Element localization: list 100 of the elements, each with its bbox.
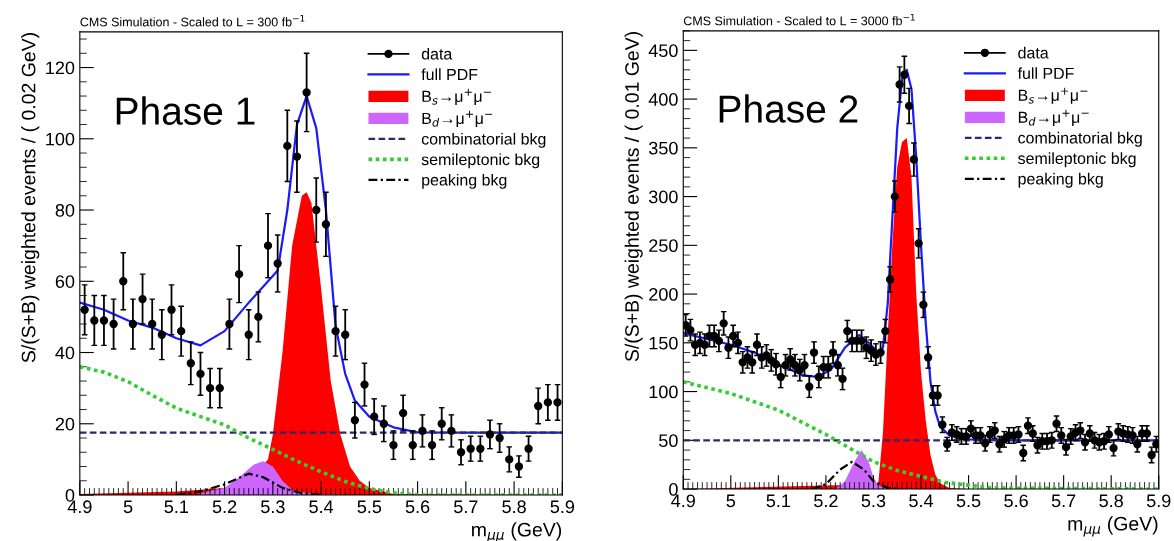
legend-label: data <box>1018 46 1049 59</box>
x-tick-label: 5.7 <box>1051 494 1076 508</box>
x-tick-label: 5.1 <box>164 500 188 514</box>
x-tick-label: 5.2 <box>212 500 237 514</box>
point <box>254 312 263 322</box>
x-tick-label: 5.4 <box>909 494 934 508</box>
x-tick-label: 5.5 <box>357 500 382 514</box>
point <box>360 380 369 389</box>
point <box>119 277 128 286</box>
chart-title: CMS Simulation - Scaled to L = 3000 fb$^{−1}$ <box>683 14 915 26</box>
y-axis-title: S/(S+B) weighted events / ( 0.02 GeV) <box>21 33 40 363</box>
point <box>215 383 224 393</box>
legend-label: full PDF <box>421 68 478 81</box>
y-tick-label: 120 <box>46 61 75 75</box>
y-tick-label: 150 <box>649 336 678 350</box>
point <box>205 383 215 393</box>
legend-label: semileptonic bkg <box>421 153 540 169</box>
y-tick-label: 60 <box>55 275 75 288</box>
point <box>418 426 427 436</box>
point <box>302 88 311 97</box>
y-tick-label: 40 <box>55 346 75 360</box>
point <box>176 326 186 336</box>
x-tick-label: 5.5 <box>956 494 981 508</box>
point <box>167 305 176 314</box>
annotation: Phase 2 <box>719 94 858 123</box>
point <box>408 440 417 450</box>
x-tick-label: 5 <box>123 500 133 514</box>
point <box>263 241 273 250</box>
point <box>273 259 282 268</box>
y-tick-label: 400 <box>648 93 678 106</box>
point <box>196 369 205 379</box>
y-tick-label: 0 <box>669 483 678 496</box>
legend-label: B$_{s}$→μ$^{+}$μ$^{−}$ <box>1018 87 1088 104</box>
x-axis-title: m$_{μμ}$ (GeV) <box>1068 516 1158 537</box>
point <box>514 462 524 471</box>
x-tick-label: 5.9 <box>1146 494 1171 508</box>
point <box>389 440 398 450</box>
legend-label: B$_{d}$→μ$^{+}$μ$^{−}$ <box>1018 109 1089 126</box>
point <box>341 330 350 339</box>
point <box>186 359 195 368</box>
point <box>485 430 495 439</box>
point <box>398 408 408 418</box>
point <box>350 416 360 425</box>
x-tick-label: 5.8 <box>502 500 526 514</box>
point <box>505 455 514 464</box>
x-tick-label: 4.9 <box>67 500 92 514</box>
point <box>369 412 379 421</box>
point <box>524 444 533 453</box>
y-tick-label: 80 <box>55 203 75 217</box>
annotation: Phase 1 <box>116 96 255 125</box>
y-tick-label: 100 <box>46 132 75 146</box>
point <box>90 316 99 325</box>
point <box>331 326 340 336</box>
legend-label: B$_{s}$→μ$^{+}$μ$^{−}$ <box>422 88 491 105</box>
legend-label: peaking bkg <box>1018 172 1103 188</box>
point <box>437 419 446 428</box>
point <box>234 269 244 279</box>
point <box>321 220 331 229</box>
point <box>553 398 562 407</box>
x-tick-label: 5.1 <box>766 494 791 508</box>
x-tick-label: 5.6 <box>405 500 430 514</box>
point <box>109 319 118 329</box>
x-tick-label: 5.9 <box>550 500 575 514</box>
point <box>466 444 475 453</box>
legend-label: data <box>421 47 453 60</box>
point <box>495 433 504 443</box>
x-tick-label: 5.8 <box>1099 494 1123 508</box>
point <box>138 294 147 304</box>
point <box>427 440 437 450</box>
y-tick-label: 0 <box>65 488 75 502</box>
point <box>244 330 253 339</box>
y-tick-label: 20 <box>55 417 75 431</box>
point <box>283 141 292 151</box>
legend-label: semileptonic bkg <box>1018 152 1136 168</box>
point <box>312 205 321 215</box>
x-tick-label: 5.6 <box>1004 494 1028 508</box>
y-tick-label: 50 <box>659 434 678 448</box>
point <box>225 319 234 329</box>
x-tick-label: 5 <box>726 494 736 508</box>
y-tick-label: 100 <box>649 385 678 399</box>
legend-label: combinatorial bkg <box>421 132 546 148</box>
x-tick-label: 5.2 <box>814 494 838 508</box>
legend-label: B$_{d}$→μ$^{+}$μ$^{−}$ <box>422 110 493 127</box>
y-tick-label: 200 <box>649 288 678 301</box>
point <box>128 319 138 329</box>
point <box>534 401 543 411</box>
point <box>379 419 388 428</box>
point <box>476 444 485 453</box>
y-tick-label: 450 <box>648 44 678 58</box>
legend-label: full PDF <box>1017 67 1074 80</box>
x-tick-label: 5.4 <box>309 500 334 514</box>
y-tick-label: 250 <box>649 239 678 253</box>
legend-label: combinatorial bkg <box>1018 131 1142 147</box>
chart-title: CMS Simulation - Scaled to L = 300 fb$^{−1}$ <box>80 15 305 27</box>
legend-label: peaking bkg <box>422 173 507 189</box>
point <box>456 448 466 457</box>
point <box>80 305 89 314</box>
y-tick-label: 300 <box>648 190 678 204</box>
point <box>543 398 553 407</box>
point <box>447 426 456 436</box>
